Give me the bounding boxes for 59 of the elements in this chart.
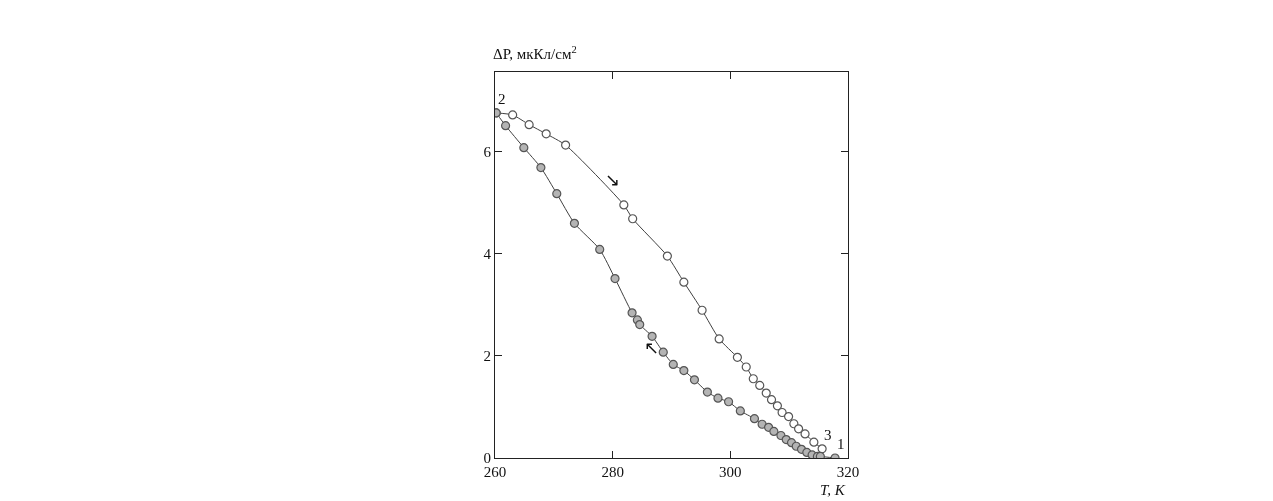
- point: [524, 120, 534, 130]
- point: [679, 277, 689, 287]
- point: [723, 397, 734, 407]
- point: [610, 273, 620, 284]
- point: [627, 308, 637, 318]
- y-tick-label: 0: [483, 450, 491, 467]
- x-tick-label: 300: [719, 464, 742, 481]
- point: [755, 380, 765, 390]
- point: [689, 375, 700, 385]
- point: [713, 393, 723, 403]
- point: [635, 319, 645, 330]
- point: [569, 218, 580, 228]
- x-tick-label: 280: [601, 464, 624, 481]
- point: [668, 359, 678, 370]
- point: [662, 251, 672, 261]
- point: [749, 414, 760, 424]
- x-tick-label: 320: [836, 464, 860, 481]
- point: [628, 214, 638, 224]
- annotation: ↘: [605, 169, 621, 190]
- annotation: ↖: [644, 337, 660, 358]
- point: [735, 406, 745, 416]
- point: [619, 200, 629, 210]
- annotation: 3: [824, 427, 832, 443]
- point: [732, 352, 742, 362]
- x-axis-title: T, К: [820, 482, 846, 498]
- point: [536, 163, 546, 173]
- point: [658, 347, 668, 357]
- point: [748, 374, 758, 384]
- y-tick-label: 4: [483, 245, 492, 262]
- point: [714, 334, 724, 344]
- annotation: 1: [837, 436, 845, 452]
- point: [561, 140, 571, 150]
- point: [800, 429, 810, 439]
- y-tick-label: 2: [483, 348, 491, 364]
- point: [702, 387, 712, 397]
- point: [647, 331, 657, 341]
- point: [595, 244, 605, 255]
- point: [552, 189, 562, 199]
- point: [769, 426, 779, 437]
- point: [777, 407, 787, 418]
- point: [809, 437, 819, 447]
- y-tick-label: 6: [483, 143, 492, 160]
- point: [697, 305, 707, 315]
- point: [783, 411, 794, 422]
- y-axis-title: ΔP, мкКл/см$^{2}$: [493, 44, 577, 63]
- point: [519, 143, 529, 153]
- annotation: 2: [498, 91, 506, 107]
- point: [761, 388, 771, 398]
- point: [817, 444, 827, 454]
- point: [679, 365, 689, 376]
- x-tick-label: 260: [483, 464, 507, 481]
- point: [757, 419, 767, 429]
- point: [793, 424, 804, 434]
- point: [541, 129, 551, 139]
- point: [500, 121, 511, 131]
- point: [766, 395, 777, 405]
- point: [741, 362, 751, 372]
- point: [508, 110, 518, 120]
- point: [772, 401, 782, 411]
